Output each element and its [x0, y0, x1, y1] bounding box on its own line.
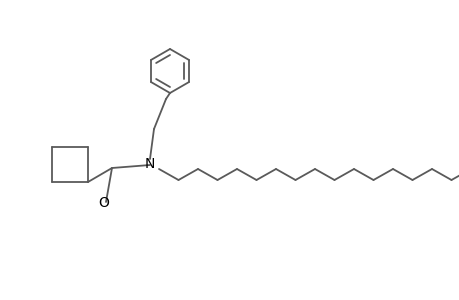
Text: O: O — [98, 196, 109, 210]
Text: N: N — [145, 157, 155, 171]
